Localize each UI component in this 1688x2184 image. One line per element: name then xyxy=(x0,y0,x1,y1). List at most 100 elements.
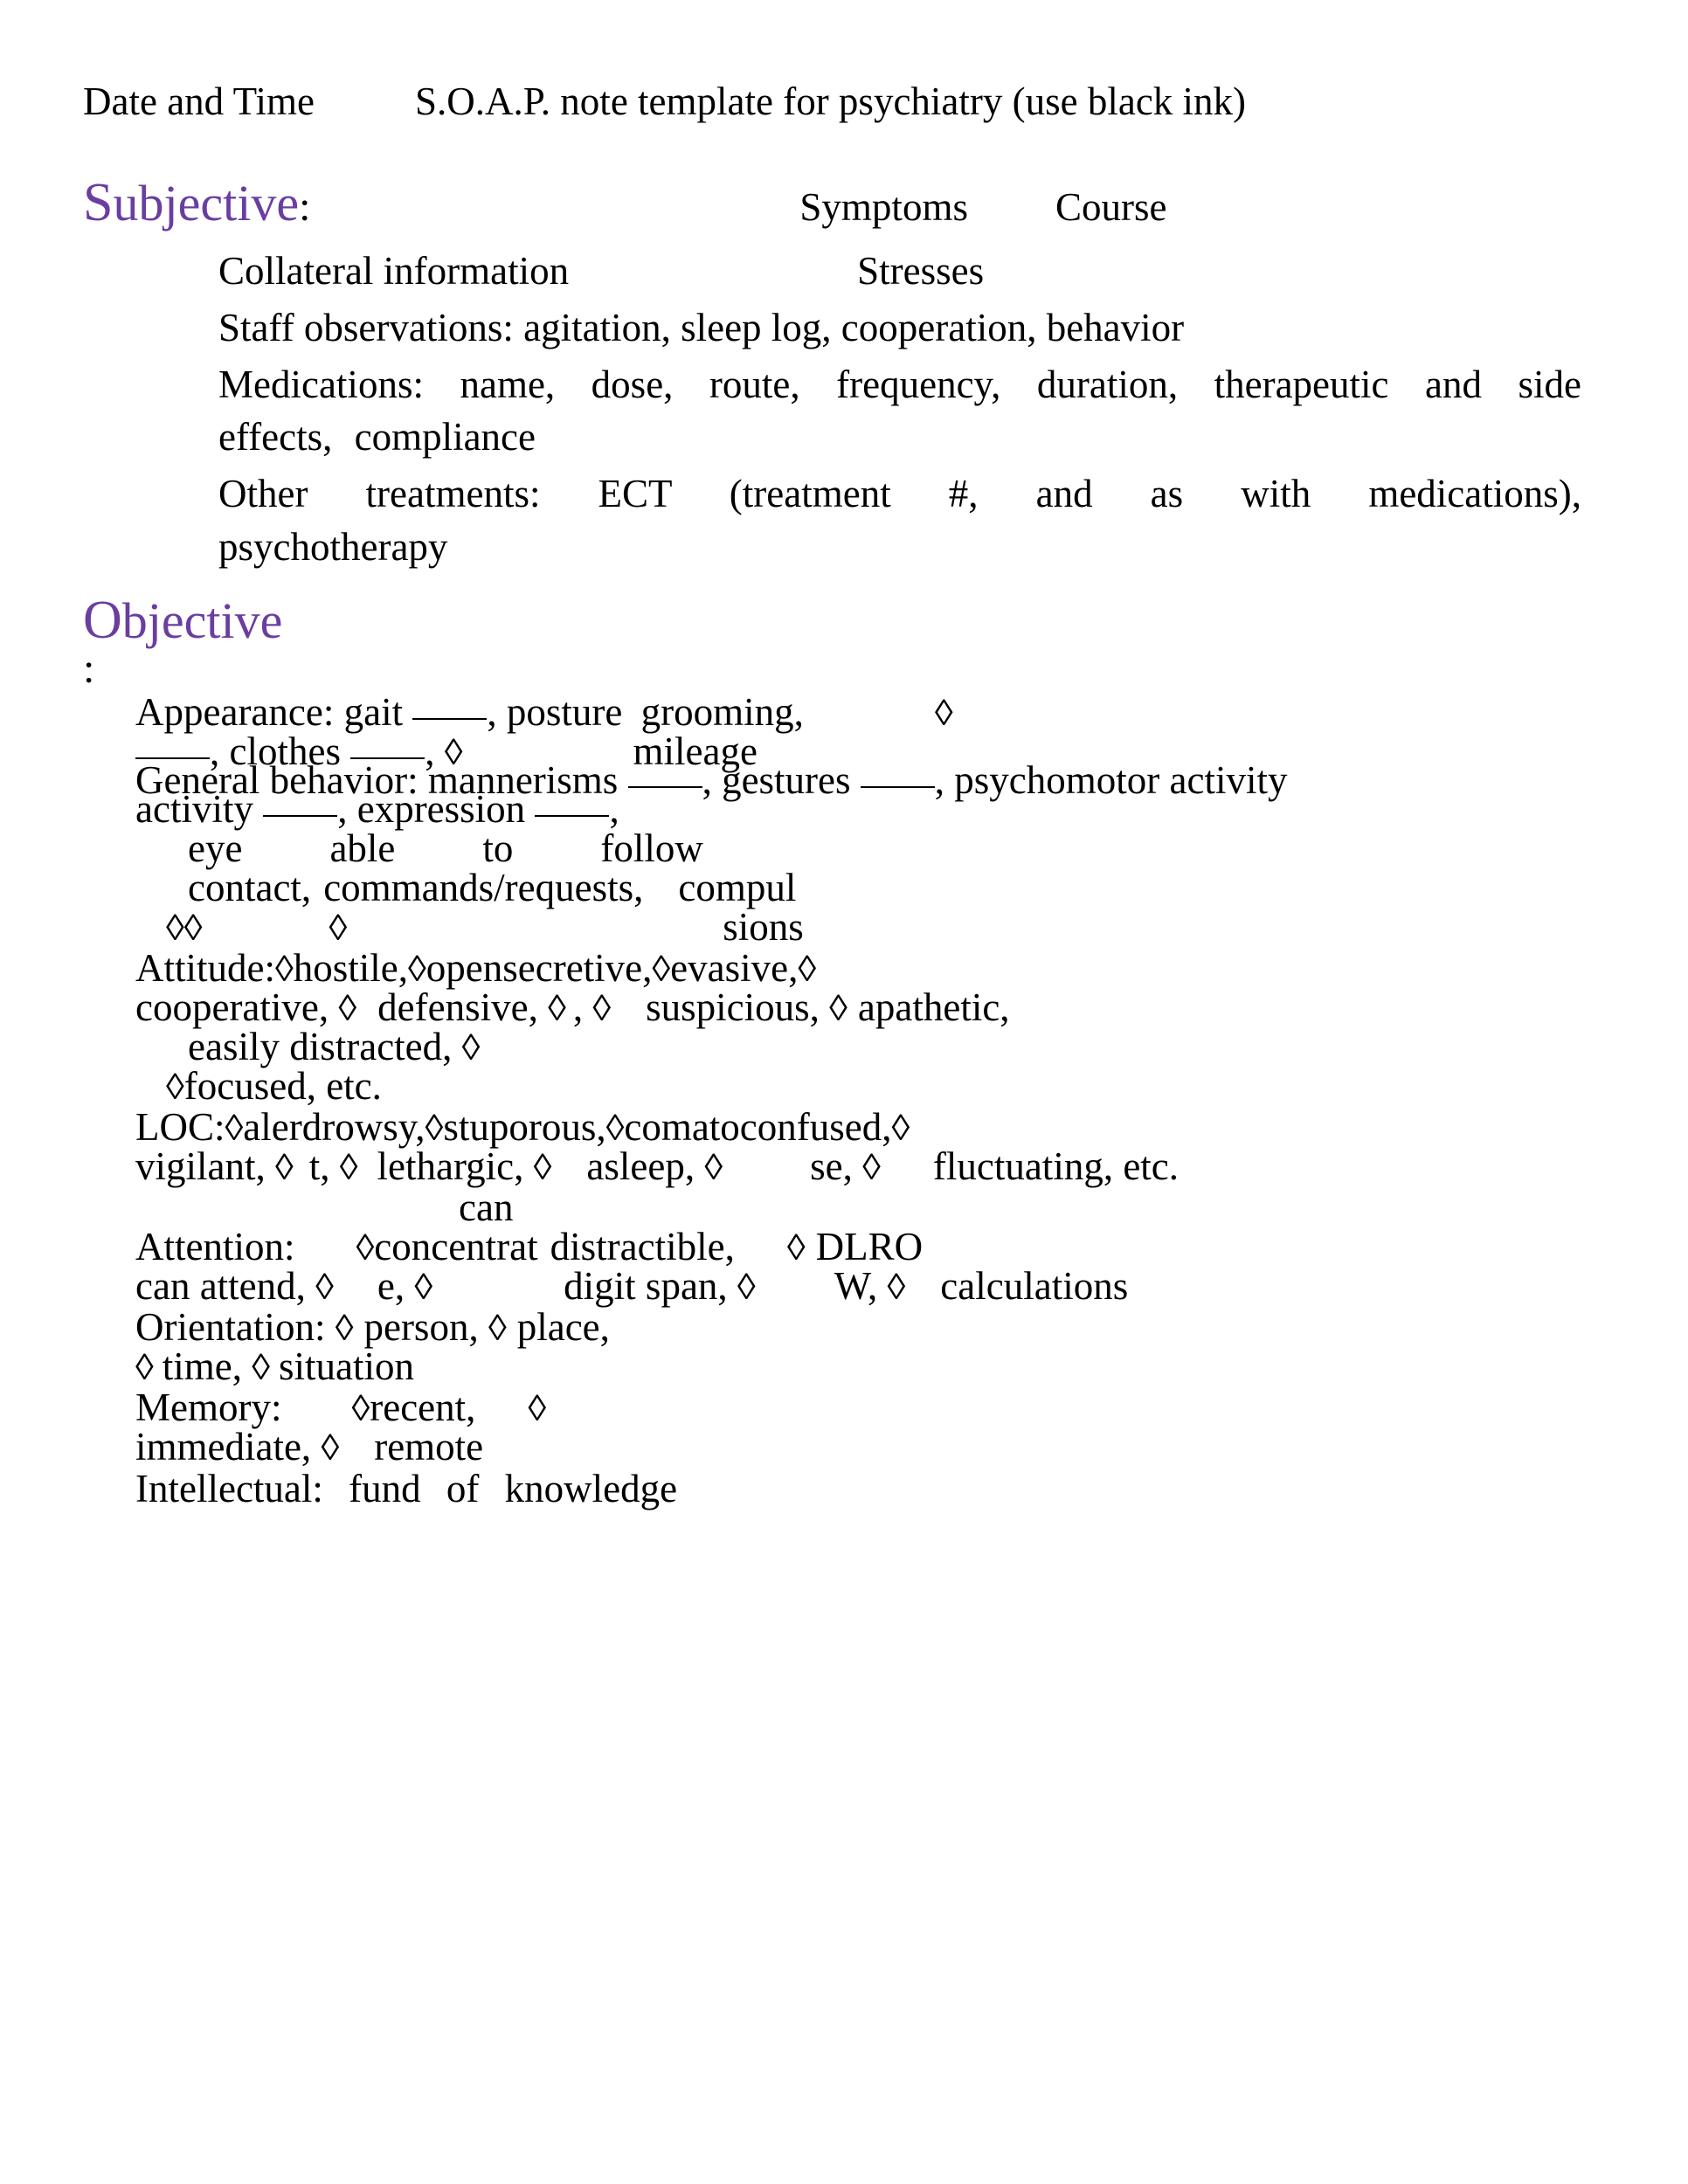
can-attend: can attend, xyxy=(135,1267,306,1306)
gb-mid3: , expression xyxy=(337,790,535,829)
secretive: secretive, xyxy=(502,949,652,988)
e-text: e, xyxy=(377,1267,405,1306)
diamond-icon: ◊ xyxy=(528,1391,546,1427)
commands-text: commands/requests, xyxy=(323,868,643,908)
gb-mid1: , gestures xyxy=(702,761,861,800)
memory-block: Memory: ◊recent, ◊ immediate, ◊ remote xyxy=(135,1388,1605,1467)
objective-header: Objective xyxy=(83,590,1605,652)
blank-field[interactable] xyxy=(135,757,210,759)
asleep: asleep, xyxy=(586,1147,695,1186)
apathetic: apathetic, xyxy=(858,988,1010,1027)
diamond-icon: ◊ xyxy=(652,951,670,988)
intellectual-block: Intellectual: fund of knowledge xyxy=(135,1469,1605,1510)
attitude-label: Attitude: xyxy=(135,949,275,988)
subjective-header: Subjective: Symptoms Course xyxy=(83,172,1605,234)
recent: recent, xyxy=(370,1388,475,1427)
loc-block: LOC: ◊aler drowsy, ◊ stuporous, ◊comato … xyxy=(135,1108,1605,1186)
loc-label: LOC: xyxy=(135,1108,225,1147)
objective-body: Appearance: gait , posture grooming, ◊ ,… xyxy=(135,693,1605,1510)
diamond-icon: ◊ xyxy=(534,1150,552,1186)
suspicious: suspicious, xyxy=(646,988,820,1027)
appearance-mid1: , posture xyxy=(487,693,632,732)
attention-block: can Attention: ◊concentrat distractible,… xyxy=(135,1188,1605,1306)
diamond-icon: ◊ xyxy=(892,1110,910,1147)
blank-field[interactable] xyxy=(628,786,702,788)
other-text: Other treatments: ECT (treatment #, and … xyxy=(218,467,1581,574)
diamond-icon: ◊ xyxy=(488,1310,507,1347)
vigilant: vigilant, xyxy=(135,1147,266,1186)
diamond-icon: ◊ xyxy=(252,1350,270,1386)
dlro: DLRO xyxy=(816,1227,924,1267)
se: se, xyxy=(810,1147,853,1186)
diamond-icon: ◊ xyxy=(862,1150,881,1186)
stresses-text: Stresses xyxy=(857,245,984,298)
attention-label: Attention: xyxy=(135,1227,294,1267)
header-row: Date and Time S.O.A.P. note template for… xyxy=(83,79,1605,124)
header-right: S.O.A.P. note template for psychiatry (u… xyxy=(415,79,1246,124)
subjective-title: Subjective xyxy=(83,172,299,234)
diamond-icon: ◊ xyxy=(340,1150,358,1186)
blank-field[interactable] xyxy=(535,815,609,817)
staff-text: Staff observations: agitation, sleep log… xyxy=(218,301,1605,355)
symptoms-label: Symptoms xyxy=(799,184,968,230)
defensive: defensive, xyxy=(377,988,538,1027)
diamond-icon: ◊ xyxy=(737,1269,756,1306)
drowsy: drowsy, xyxy=(302,1108,425,1147)
digit-span: digit span, xyxy=(564,1267,728,1306)
diamond-icon: ◊ xyxy=(829,991,847,1027)
diamond-icon: ◊ xyxy=(548,991,566,1027)
calculations: calculations xyxy=(940,1267,1128,1306)
blank-field[interactable] xyxy=(263,815,337,817)
appearance-pre: Appearance: gait xyxy=(135,693,412,732)
orientation-block: Orientation: ◊ person, ◊ place, ◊ time, … xyxy=(135,1308,1605,1386)
hostile: hostile, xyxy=(294,949,408,988)
diamond-icon: ◊ xyxy=(425,1110,444,1147)
diamond-icon: ◊ xyxy=(935,695,953,732)
diamond-icon: ◊ xyxy=(356,1230,374,1267)
gb-mid2: , psychomotor activity xyxy=(935,761,1297,800)
contact-text: contact, xyxy=(188,868,311,908)
course-label: Course xyxy=(1055,184,1167,230)
t-text: t, xyxy=(309,1147,330,1186)
confused: confused, xyxy=(740,1108,892,1147)
eye-d: follow xyxy=(600,829,703,868)
attitude-block: Attitude: ◊ hostile, ◊open secretive, ◊ … xyxy=(135,949,1605,1106)
intellectual-text: Intellectual: fund of knowledge xyxy=(135,1467,677,1510)
diamond-icon: ◊ xyxy=(321,1430,339,1467)
easily-distracted: easily distracted, xyxy=(188,1027,452,1067)
objective-colon: : xyxy=(83,645,1605,693)
diamond-icon: ◊ xyxy=(414,1269,432,1306)
header-left: Date and Time xyxy=(83,79,315,124)
place: place, xyxy=(517,1308,610,1347)
remote: remote xyxy=(374,1427,483,1467)
blank-field[interactable] xyxy=(861,786,935,788)
person: person, xyxy=(363,1308,478,1347)
objective-title: Objective xyxy=(83,592,282,649)
diamond-icon: ◊ xyxy=(592,991,611,1027)
diamond-icon: ◊ xyxy=(704,1150,723,1186)
eye-c: to xyxy=(482,829,513,868)
compul-text: compul xyxy=(678,868,796,908)
diamond-icon: ◊ xyxy=(329,910,348,947)
stuporous: stuporous, xyxy=(443,1108,605,1147)
diamond-icon: ◊ xyxy=(787,1230,806,1267)
orientation-label: Orientation: xyxy=(135,1308,325,1347)
eye-a: eye xyxy=(188,829,242,868)
diamond-icon: ◊ xyxy=(338,991,356,1027)
w-text: W, xyxy=(834,1267,878,1306)
open: open xyxy=(426,949,502,988)
diamond-icon: ◊ xyxy=(888,1269,906,1306)
situation: situation xyxy=(279,1347,414,1386)
comato: comato xyxy=(624,1108,739,1147)
blank-field[interactable] xyxy=(412,718,487,720)
diamond-icon: ◊ xyxy=(275,951,294,988)
immediate: immediate, xyxy=(135,1427,311,1467)
time: time, xyxy=(163,1347,242,1386)
gb-mid4: , xyxy=(609,790,619,829)
blank-field[interactable] xyxy=(350,757,425,759)
collateral-text: Collateral information xyxy=(218,245,569,298)
diamond-icon: ◊ xyxy=(462,1030,481,1067)
diamond-icon: ◊ xyxy=(166,910,184,947)
concentrat: concentrat xyxy=(374,1227,537,1267)
medications-text: Medications: name, dose, route, frequenc… xyxy=(218,358,1581,465)
